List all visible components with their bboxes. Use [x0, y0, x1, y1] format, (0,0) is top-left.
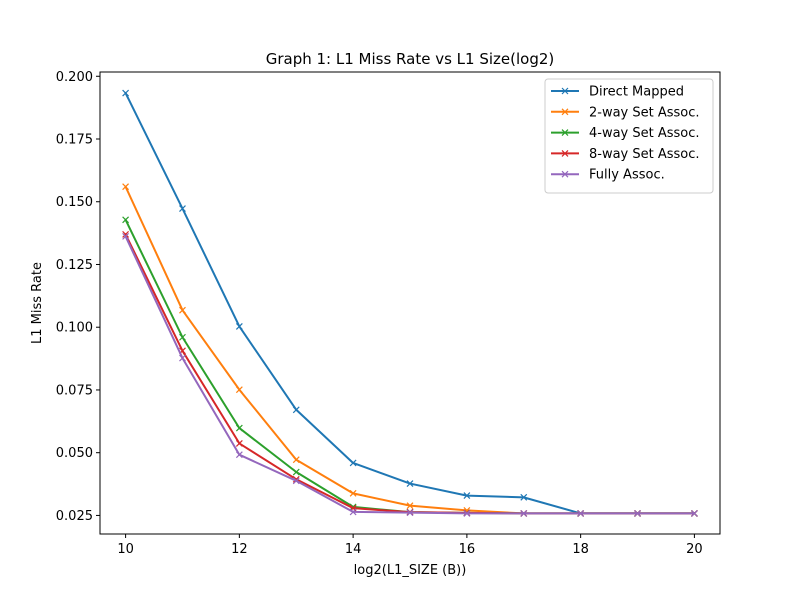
- data-point-marker: [179, 306, 186, 314]
- y-tick-label: 0.150: [56, 195, 93, 210]
- x-tick-label: 18: [572, 542, 589, 557]
- x-tick-label: 14: [345, 542, 362, 557]
- data-point-marker: [235, 424, 243, 432]
- legend-marker: [561, 108, 569, 116]
- x-axis-title: log2(L1_SIZE (B)): [354, 563, 467, 578]
- data-point-marker: [235, 323, 243, 330]
- legend-label: 4-way Set Assoc.: [589, 126, 700, 141]
- data-point-marker: [520, 509, 528, 517]
- data-point-marker: [406, 502, 414, 510]
- legend-marker: [561, 87, 569, 95]
- axes-frame: [99, 71, 721, 535]
- x-tick-label: 20: [686, 542, 703, 557]
- data-point-marker: [122, 216, 130, 224]
- data-point-marker: [463, 509, 471, 517]
- x-tick-label: 12: [231, 542, 248, 557]
- data-point-marker: [122, 183, 130, 191]
- y-tick-label: 0.100: [56, 321, 93, 336]
- data-point-marker: [463, 492, 471, 500]
- x-tick-label: 10: [117, 542, 134, 557]
- y-tick-label: 0.200: [56, 70, 93, 85]
- y-tick-label: 0.025: [56, 509, 93, 524]
- data-point-marker: [349, 459, 357, 467]
- data-point-marker: [292, 456, 300, 464]
- data-point-marker: [406, 480, 414, 487]
- legend-marker: [561, 149, 569, 157]
- data-point-marker: [292, 406, 300, 414]
- data-point-marker: [577, 509, 585, 517]
- data-point-marker: [179, 354, 186, 362]
- legend-marker: [561, 170, 569, 178]
- legend-label: Fully Assoc.: [589, 168, 665, 183]
- legend-label: 2-way Set Assoc.: [589, 105, 700, 120]
- plot-area: [122, 89, 698, 517]
- legend-box: [544, 78, 714, 194]
- data-point-marker: [349, 489, 357, 497]
- data-point-marker: [235, 386, 243, 394]
- data-point-marker: [179, 333, 186, 341]
- chart-title: Graph 1: L1 Miss Rate vs L1 Size(log2): [266, 50, 555, 68]
- data-point-marker: [235, 451, 243, 459]
- data-point-marker: [520, 493, 528, 501]
- data-point-marker: [406, 509, 414, 517]
- data-point-marker: [122, 232, 130, 240]
- axes: 10 12 14 16 18 20 0.025 0.050 0.075 0.100 0.125 0.1…: [56, 70, 721, 557]
- y-axis-title: L1 Miss Rate: [30, 262, 45, 344]
- data-point-marker: [292, 477, 300, 485]
- y-tick-label: 0.125: [56, 258, 93, 273]
- data-point-marker: [179, 205, 186, 212]
- y-tick-label: 0.075: [56, 383, 93, 398]
- data-point-marker: [349, 508, 357, 516]
- y-tick-label: 0.050: [56, 446, 93, 461]
- data-point-marker: [122, 230, 130, 238]
- data-point-marker: [235, 439, 243, 447]
- legend-label: Direct Mapped: [589, 85, 684, 100]
- data-point-marker: [634, 509, 641, 517]
- data-point-marker: [292, 468, 300, 476]
- legend: Direct Mapped 2-way Set Assoc. 4-way Set A…: [544, 78, 714, 194]
- y-tick-label: 0.175: [56, 133, 93, 148]
- legend-marker: [561, 129, 569, 137]
- legend-label: 8-way Set Assoc.: [589, 147, 700, 162]
- x-tick-label: 16: [459, 542, 476, 557]
- data-point-marker: [690, 509, 698, 517]
- data-point-marker: [122, 89, 130, 97]
